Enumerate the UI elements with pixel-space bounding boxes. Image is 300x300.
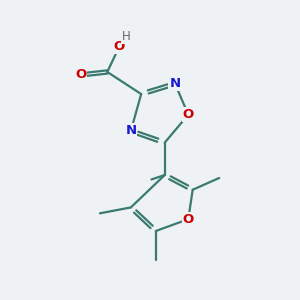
Text: O: O — [183, 213, 194, 226]
Text: N: N — [169, 77, 181, 90]
Text: O: O — [183, 108, 194, 121]
Text: O: O — [75, 68, 86, 81]
Text: N: N — [125, 124, 136, 137]
Text: H: H — [122, 30, 131, 43]
Text: O: O — [113, 40, 125, 53]
